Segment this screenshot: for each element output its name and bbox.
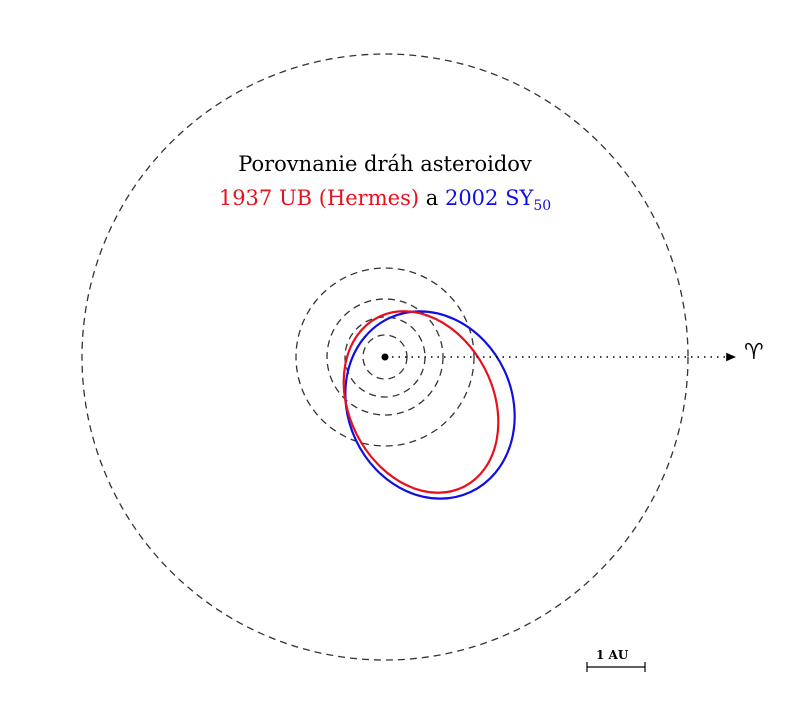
connector-label: a (425, 186, 439, 210)
mars-orbit (295, 267, 475, 447)
mercury-orbit (362, 334, 408, 380)
scale-bar-label: 1 AU (596, 648, 629, 662)
hermes-orbit (342, 310, 500, 494)
earth-orbit (326, 298, 444, 416)
sy50-orbit (344, 310, 516, 500)
sun-marker (381, 353, 389, 361)
chart-title: Porovnanie dráh asteroidov (238, 152, 532, 176)
chart-subtitle: 1937 UB (Hermes) a 2002 SY50 (0, 186, 770, 214)
sy50-label-base: 2002 SY (444, 186, 534, 210)
scale-bar (586, 662, 646, 672)
sy50-label: 2002 SY50 (444, 186, 551, 214)
sy50-label-subscript: 50 (533, 198, 552, 214)
vernal-equinox-symbol: ♈︎ (744, 340, 764, 365)
jupiter-orbit (81, 53, 689, 661)
hermes-label: 1937 UB (Hermes) (218, 186, 420, 210)
